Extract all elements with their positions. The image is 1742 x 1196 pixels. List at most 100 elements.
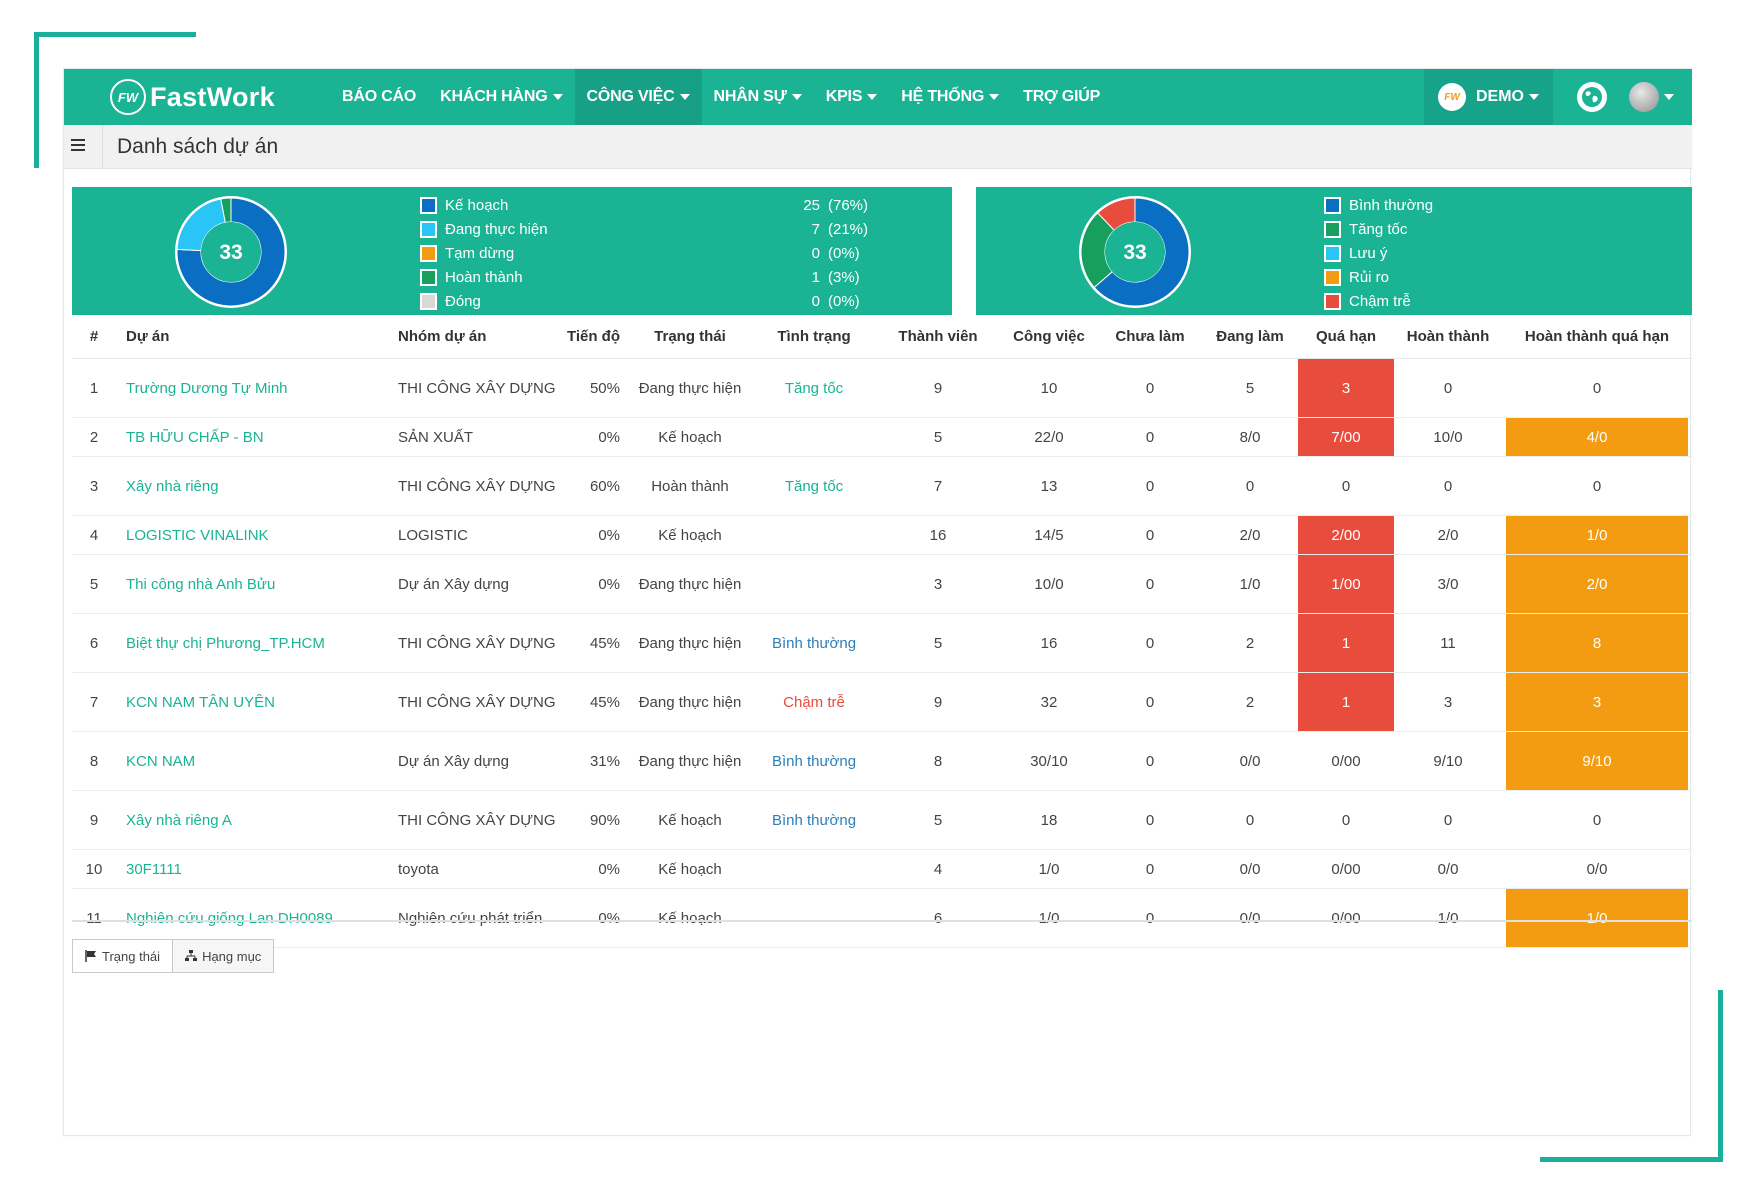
legend-label: Rủi ro: [1349, 268, 1390, 286]
demo-badge-icon: FW: [1438, 83, 1466, 111]
project-progress: 60%: [589, 477, 620, 495]
legend-swatch: [1324, 196, 1341, 214]
condition-summary-panel: 33 Bình thường Tăng tốc Lưu ý Rủi ro Chậm tr…: [976, 187, 1692, 315]
chevron-down-icon: [867, 94, 878, 100]
project-name-link[interactable]: Trường Dương Tự Minh: [126, 379, 288, 397]
project-tasks: 30/10: [1030, 752, 1068, 770]
project-overdue: 0: [1341, 811, 1351, 829]
summary_condition-total-label: 33: [1123, 241, 1146, 264]
col-progress[interactable]: Tiến độ: [566, 328, 620, 345]
category-view-label: Hạng mục: [202, 948, 262, 964]
project-done: 0: [1443, 477, 1453, 495]
legend-item: Bình thường: [1324, 193, 1624, 217]
project-tasks: 18: [1040, 811, 1058, 829]
nav-item-2[interactable]: CÔNG VIỆC: [574, 69, 702, 125]
app-logo[interactable]: FW FastWork: [110, 79, 275, 115]
col-doing[interactable]: Đang làm: [1216, 328, 1284, 345]
col-done[interactable]: Hoàn thành: [1406, 328, 1490, 345]
legend-label: Hoàn thành: [445, 268, 523, 286]
table-row[interactable]: 10 30F1111 toyota 0% Kế hoạch 4 1/0 0 0/0 0/00 0/0…: [72, 850, 1692, 889]
project-progress: 0%: [598, 526, 620, 544]
table-row[interactable]: 5 Thi công nhà Anh Bửu Dự án Xây dựng 0% Đan…: [72, 555, 1692, 614]
legend-swatch: [420, 244, 437, 262]
table-row[interactable]: 4 LOGISTIC VINALINK LOGISTIC 0% Kế hoạch 16 14…: [72, 516, 1692, 555]
hamburger-icon[interactable]: [71, 139, 85, 151]
project-progress: 0%: [598, 860, 620, 878]
table-row[interactable]: 2 TB HỮU CHẤP - BN SẢN XUẤT 0% Kế hoạch 5 22/0…: [72, 418, 1692, 457]
project-name-link[interactable]: Xây nhà riêng: [126, 477, 219, 495]
table-row[interactable]: 7 KCN NAM TÂN UYÊN THI CÔNG XÂY DỰNG 45% Đan…: [72, 673, 1692, 732]
status-donut-chart: 33: [175, 196, 287, 308]
table-row[interactable]: 11 Nghiên cứu giống Lan DH0089 Nghiên cứu …: [72, 889, 1692, 948]
project-doing: 0/0: [1239, 909, 1261, 927]
project-name-link[interactable]: TB HỮU CHẤP - BN: [126, 428, 264, 446]
project-done: 3/0: [1437, 575, 1459, 593]
user-menu[interactable]: [1629, 82, 1674, 112]
project-state: Đang thực hiện: [638, 693, 742, 711]
nav-item-3[interactable]: NHÂN SỰ: [702, 69, 814, 125]
col-tasks[interactable]: Công việc: [1013, 328, 1085, 345]
project-overdue: 7/00: [1298, 418, 1394, 456]
view-toggle-group: Trạng thái Hạng mục: [72, 939, 275, 973]
flag-icon: [85, 950, 96, 962]
table-row[interactable]: 6 Biệt thự chị Phương_TP.HCM THI CÔNG XÂY …: [72, 614, 1692, 673]
nav-item-label: HỆ THỐNG: [901, 88, 985, 105]
col-name[interactable]: Dự án: [126, 328, 170, 345]
project-progress: 50%: [589, 379, 620, 397]
sitemap-icon: [185, 950, 198, 961]
project-doing: 2: [1245, 634, 1255, 652]
nav-item-1[interactable]: KHÁCH HÀNG: [428, 69, 574, 125]
project-group: toyota: [398, 860, 439, 878]
project-tasks: 1/0: [1038, 860, 1060, 878]
status-view-button[interactable]: Trạng thái: [72, 939, 174, 973]
nav-item-6[interactable]: TRỢ GIÚP: [1011, 69, 1112, 125]
legend-swatch: [420, 196, 437, 214]
table-row[interactable]: 3 Xây nhà riêng THI CÔNG XÂY DỰNG 60% Hoàn t…: [72, 457, 1692, 516]
project-state: Kế hoạch: [658, 860, 722, 878]
project-todo: 0: [1145, 477, 1155, 495]
col-done-overdue[interactable]: Hoàn thành quá hạn: [1524, 328, 1670, 345]
nav-right: FW DEMO: [1424, 69, 1692, 125]
col-group[interactable]: Nhóm dự án: [398, 328, 487, 345]
project-name-link[interactable]: KCN NAM TÂN UYÊN: [126, 693, 275, 711]
table-row[interactable]: 1 Trường Dương Tự Minh THI CÔNG XÂY DỰNG 50…: [72, 359, 1692, 418]
legend-count: 25: [803, 196, 820, 214]
project-name-link[interactable]: Xây nhà riêng A: [126, 811, 232, 829]
project-name-link[interactable]: Nghiên cứu giống Lan DH0089: [126, 909, 333, 927]
table-row[interactable]: 8 KCN NAM Dự án Xây dựng 31% Đang thực hiện B…: [72, 732, 1692, 791]
project-condition: Bình thường: [771, 752, 857, 770]
project-name-link[interactable]: Biệt thự chị Phương_TP.HCM: [126, 634, 325, 652]
project-done-overdue: 1/0: [1506, 516, 1688, 554]
account-switcher[interactable]: FW DEMO: [1424, 69, 1553, 125]
category-view-button[interactable]: Hạng mục: [173, 939, 275, 973]
globe-icon[interactable]: [1577, 82, 1607, 112]
legend-item: Chậm trễ: [1324, 289, 1624, 313]
col-state[interactable]: Trạng thái: [654, 328, 726, 345]
project-name-link[interactable]: Thi công nhà Anh Bửu: [126, 575, 276, 593]
table-body: 1 Trường Dương Tự Minh THI CÔNG XÂY DỰNG 50…: [72, 359, 1692, 948]
col-todo[interactable]: Chưa làm: [1115, 328, 1185, 345]
project-todo: 0: [1145, 428, 1155, 446]
nav-item-4[interactable]: KPIS: [814, 69, 890, 125]
project-done-overdue: 4/0: [1506, 418, 1688, 456]
project-progress: 45%: [589, 693, 620, 711]
project-done: 0: [1443, 811, 1453, 829]
nav-item-5[interactable]: HỆ THỐNG: [889, 69, 1011, 125]
col-num[interactable]: #: [89, 328, 99, 345]
project-name-link[interactable]: LOGISTIC VINALINK: [126, 526, 269, 544]
legend-percent: (0%): [828, 244, 860, 262]
project-name-link[interactable]: 30F1111: [126, 860, 182, 878]
legend-swatch: [420, 292, 437, 310]
col-overdue[interactable]: Quá hạn: [1315, 328, 1376, 345]
project-state: Đang thực hiện: [638, 634, 742, 652]
col-condition[interactable]: Tình trạng: [777, 328, 851, 345]
project-name-link[interactable]: KCN NAM: [126, 752, 196, 770]
project-condition: Bình thường: [771, 634, 857, 652]
chevron-down-icon: [989, 94, 1000, 100]
project-todo: 0: [1145, 379, 1155, 397]
project-table: # Dự án Nhóm dự án Tiến độ Trạng thái Tì…: [72, 315, 1692, 948]
nav-item-0[interactable]: BÁO CÁO: [330, 69, 428, 125]
nav-item-label: KHÁCH HÀNG: [440, 88, 548, 105]
table-row[interactable]: 9 Xây nhà riêng A THI CÔNG XÂY DỰNG 90% Kế h…: [72, 791, 1692, 850]
col-members[interactable]: Thành viên: [898, 328, 978, 345]
